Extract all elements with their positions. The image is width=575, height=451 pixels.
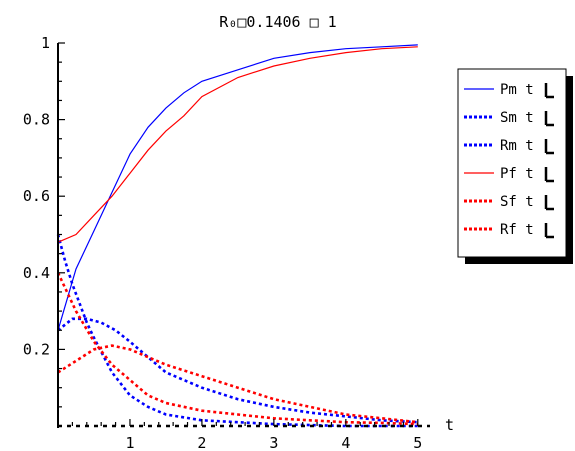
series-line-3 — [57, 317, 418, 424]
series-line-1 — [57, 44, 418, 331]
legend-box — [457, 68, 567, 258]
y-tick-label: 0.4 — [23, 264, 50, 282]
chart-title: R₀□0.1406 □ 1 — [219, 13, 336, 31]
y-tick-label: 1 — [41, 34, 50, 52]
y-tick-label: 0.2 — [23, 340, 50, 358]
axes-layer: 0.2 0.4 0.6 0.8 1 1 2 3 4 5 — [23, 34, 430, 451]
legend: Pm t Sm t Rm t Pf t Sf t Rf t — [457, 68, 573, 264]
x-tick-label: 3 — [269, 434, 278, 451]
series-line-6 — [57, 344, 418, 424]
legend-label: Sm t — [500, 110, 534, 126]
x-tick-label: 4 — [341, 434, 350, 451]
series-layer — [56, 44, 418, 428]
x-tick-label: 5 — [413, 434, 422, 451]
series-line-2 — [56, 234, 418, 428]
legend-label: Rm t — [500, 138, 534, 154]
x-axis-label: t — [445, 416, 454, 434]
legend-label: Rf t — [500, 222, 534, 238]
legend-label: Sf t — [500, 194, 534, 210]
y-tick-label: 0.8 — [23, 111, 50, 129]
series-line-5 — [56, 272, 418, 426]
x-tick-label: 1 — [125, 434, 134, 451]
x-tick-label: 2 — [197, 434, 206, 451]
legend-label: Pm t — [500, 82, 534, 98]
legend-label: Pf t — [500, 166, 534, 182]
series-line-4 — [57, 46, 418, 243]
y-tick-label: 0.6 — [23, 187, 50, 205]
